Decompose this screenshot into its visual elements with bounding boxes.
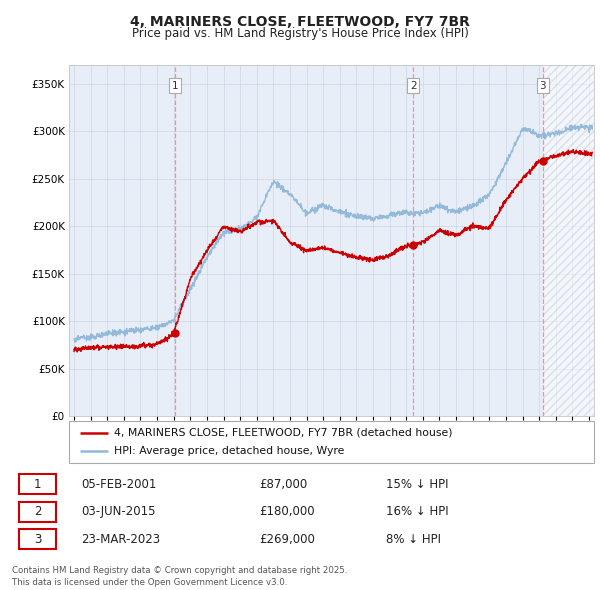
Text: 3: 3 [539,81,546,91]
Text: 8% ↓ HPI: 8% ↓ HPI [386,533,442,546]
Text: 23-MAR-2023: 23-MAR-2023 [81,533,160,546]
Text: 05-FEB-2001: 05-FEB-2001 [81,478,157,491]
Text: Contains HM Land Registry data © Crown copyright and database right 2025.
This d: Contains HM Land Registry data © Crown c… [12,566,347,587]
Text: 4, MARINERS CLOSE, FLEETWOOD, FY7 7BR: 4, MARINERS CLOSE, FLEETWOOD, FY7 7BR [130,15,470,29]
Bar [543,65,594,416]
Text: Price paid vs. HM Land Registry's House Price Index (HPI): Price paid vs. HM Land Registry's House … [131,27,469,40]
Text: 3: 3 [34,533,41,546]
Text: £180,000: £180,000 [260,505,316,519]
Text: 15% ↓ HPI: 15% ↓ HPI [386,478,449,491]
Text: £87,000: £87,000 [260,478,308,491]
Text: 2: 2 [410,81,416,91]
Text: 1: 1 [34,478,41,491]
Text: 2: 2 [34,505,41,519]
Text: 03-JUN-2015: 03-JUN-2015 [81,505,155,519]
Bar [543,65,594,416]
Text: 16% ↓ HPI: 16% ↓ HPI [386,505,449,519]
Text: £269,000: £269,000 [260,533,316,546]
Text: 4, MARINERS CLOSE, FLEETWOOD, FY7 7BR (detached house): 4, MARINERS CLOSE, FLEETWOOD, FY7 7BR (d… [113,428,452,438]
Text: 1: 1 [172,81,178,91]
FancyBboxPatch shape [69,421,594,463]
FancyBboxPatch shape [19,529,56,549]
Text: HPI: Average price, detached house, Wyre: HPI: Average price, detached house, Wyre [113,446,344,456]
FancyBboxPatch shape [19,502,56,522]
FancyBboxPatch shape [19,474,56,494]
